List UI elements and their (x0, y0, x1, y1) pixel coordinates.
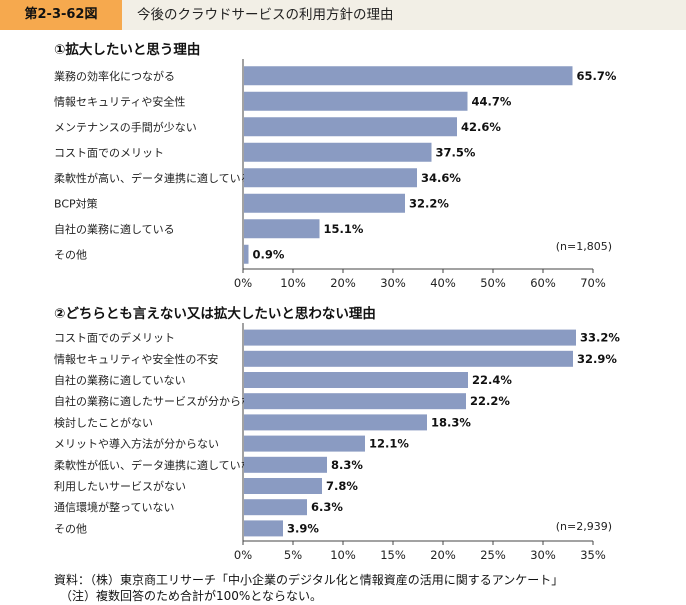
chart2-category-label: 検討したことがない (54, 415, 153, 429)
chart2-value-label: 3.9% (287, 521, 319, 535)
figure-number: 第2-3-62図 (0, 0, 122, 30)
chart1-value-label: 32.2% (409, 196, 449, 210)
chart2-category-label: コスト面でのデメリット (54, 331, 175, 345)
chart2-bar (244, 499, 307, 516)
chart2-sample-size: (n=2,939) (556, 520, 612, 533)
chart1-category-label: BCP対策 (54, 196, 98, 210)
chart1-bar (244, 117, 457, 137)
chart1-tick-label: 40% (430, 276, 456, 290)
chart1-tick-label: 0% (234, 276, 252, 290)
chart1-category-label: 業務の効率化につながる (54, 69, 175, 83)
chart1-bar (244, 219, 320, 239)
figure-header: 第2-3-62図 今後のクラウドサービスの利用方針の理由 (0, 0, 686, 30)
chart2-category-label: 自社の業務に適していない (54, 373, 186, 387)
chart2-category-label: 柔軟性が低い、データ連携に適していない (54, 458, 263, 472)
chart2-bar (244, 456, 327, 473)
chart1-category-label: 情報セキュリティや安全性 (54, 94, 185, 108)
chart1-value-label: 37.5% (436, 145, 476, 159)
chart1-bar (244, 142, 432, 162)
chart1-category-label: 自社の業務に適している (54, 222, 175, 236)
chart2-value-label: 22.4% (472, 373, 512, 387)
chart2-category-label: 利用したいサービスがない (54, 479, 186, 493)
chart2-category-label: 自社の業務に適したサービスが分からない (54, 394, 263, 408)
chart2-value-label: 8.3% (331, 458, 363, 472)
chart2-category-label: その他 (54, 522, 87, 535)
chart2-category-label: 通信環境が整っていない (54, 500, 174, 514)
chart2-tick-label: 0% (234, 548, 252, 562)
chart1-category-label: メンテナンスの手間が少ない (54, 120, 197, 134)
chart2-bar (244, 478, 322, 494)
chart1-bar (244, 168, 417, 188)
chart2-category-label: メリットや導入方法が分からない (54, 437, 219, 451)
chart2-tick-label: 25% (480, 548, 506, 562)
chart1-tick-label: 10% (280, 276, 306, 290)
chart2-value-label: 7.8% (326, 479, 358, 493)
chart1-value-label: 42.6% (461, 120, 501, 134)
chart1-bar (244, 91, 468, 111)
chart2-tick-label: 10% (330, 548, 356, 562)
chart1-bar-chart: 業務の効率化につながる 65.7% 情報セキュリティや安全性 44.7% メンテナンスの… (54, 59, 617, 290)
chart1-tick-label: 50% (480, 276, 506, 290)
figure-title: 今後のクラウドサービスの利用方針の理由 (137, 7, 394, 23)
chart2-value-label: 12.1% (369, 437, 409, 451)
chart1-tick-label: 70% (580, 276, 606, 290)
chart1-category-label: コスト面でのメリット (54, 146, 164, 159)
chart1-category-label: 柔軟性が高い、データ連携に適している (54, 171, 252, 185)
chart2-bar (244, 414, 427, 431)
chart2-title: ②どちらとも言えない又は拡大したいと思わない理由 (54, 306, 376, 322)
chart2-bar (244, 520, 283, 537)
chart2-value-label: 6.3% (311, 500, 343, 514)
chart1-value-label: 15.1% (324, 222, 364, 236)
chart1-tick-label: 20% (330, 276, 356, 290)
chart2-bar (244, 435, 365, 452)
chart1-value-label: 44.7% (472, 94, 512, 108)
chart1-bar (244, 66, 573, 86)
chart2-value-label: 33.2% (580, 331, 620, 345)
chart2-bar-chart: コスト面でのデメリット 33.2% 情報セキュリティや安全性の不安 32.9% 自社の業… (54, 323, 620, 562)
chart2-value-label: 32.9% (577, 352, 617, 366)
source-note: 資料：（株）東京商工リサーチ「中小企業のデジタル化と情報資産の活用に関するアンケ… (54, 573, 564, 587)
chart2-bar (244, 329, 576, 346)
chart2-tick-label: 15% (380, 548, 406, 562)
chart1-bar (244, 193, 405, 213)
footnote: （注）複数回答のため合計が100%とならない。 (60, 589, 322, 603)
chart2-tick-label: 35% (580, 548, 606, 562)
chart2-bar (244, 372, 468, 388)
chart1-tick-label: 60% (530, 276, 556, 290)
chart1-sample-size: (n=1,805) (556, 240, 612, 253)
chart1-tick-label: 30% (380, 276, 406, 290)
chart2-tick-label: 20% (430, 548, 456, 562)
chart2-bar (244, 393, 466, 410)
chart2-value-label: 22.2% (470, 394, 510, 408)
chart2-value-label: 18.3% (431, 415, 471, 429)
chart2-bar (244, 350, 573, 367)
chart2-tick-label: 5% (284, 548, 302, 562)
chart1-value-label: 65.7% (577, 69, 617, 83)
chart1-category-label: その他 (54, 248, 87, 261)
chart2-tick-label: 30% (530, 548, 556, 562)
chart1-title: ①拡大したいと思う理由 (54, 42, 201, 58)
chart1-value-label: 34.6% (421, 171, 461, 185)
chart1-value-label: 0.9% (253, 247, 285, 261)
chart1-bar (244, 244, 249, 264)
chart2-category-label: 情報セキュリティや安全性の不安 (54, 352, 218, 366)
